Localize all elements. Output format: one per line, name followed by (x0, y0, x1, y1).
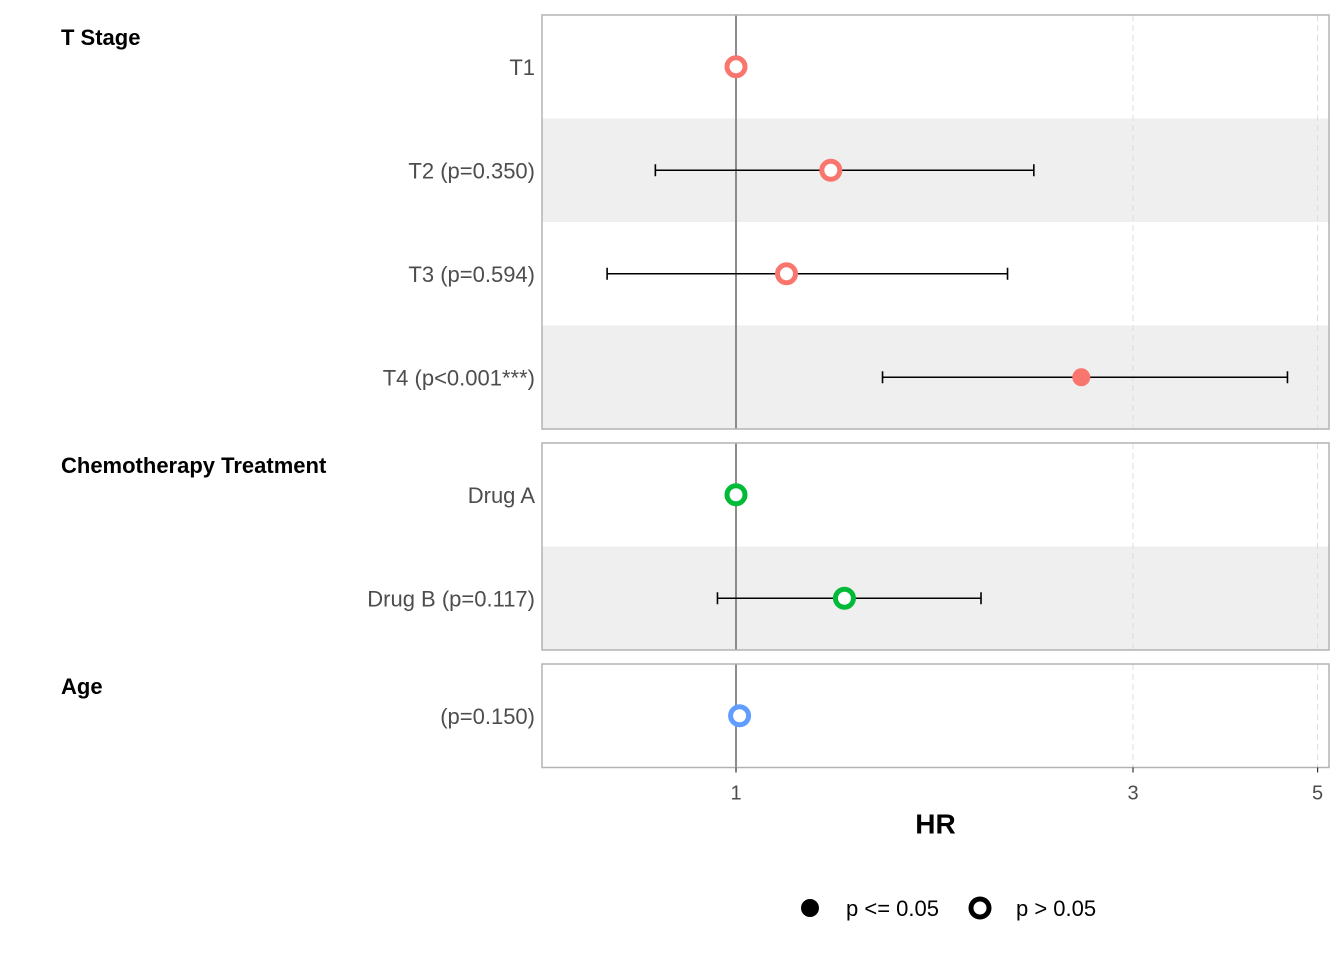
point-estimate (724, 55, 748, 79)
point-estimate (1072, 368, 1091, 387)
group-title: Age (61, 674, 103, 699)
row-label: (p=0.150) (440, 704, 535, 729)
group-title: Chemotherapy Treatment (61, 453, 327, 478)
group-title: T Stage (61, 25, 140, 50)
row-label: T1 (509, 55, 535, 80)
panel-border (541, 442, 1330, 651)
x-axis-title: HR (915, 809, 955, 840)
point-estimate (728, 704, 752, 728)
legend-item: p <= 0.05 (801, 896, 939, 921)
point-estimate (724, 483, 748, 507)
panel-border (541, 663, 1330, 769)
x-tick-label: 5 (1312, 783, 1323, 805)
x-tick-label: 1 (730, 783, 741, 805)
row-label: Drug B (p=0.117) (367, 586, 535, 611)
point-estimate (819, 158, 843, 182)
forest-panels: T Stage T1 T2 (p=0.350) T3 (p=0.594) T4 (p<0… (61, 14, 1330, 769)
panel-background (542, 664, 1329, 768)
row-label: T4 (p<0.001***) (383, 365, 535, 390)
legend-item: p > 0.05 (968, 896, 1096, 921)
row-label: T3 (p=0.594) (408, 262, 535, 287)
panel-0: T Stage T1 T2 (p=0.350) T3 (p=0.594) T4 (p<0… (61, 14, 1330, 430)
x-axis: 1 3 5 (730, 767, 1323, 805)
panel-border (541, 14, 1330, 430)
point-estimate (832, 586, 856, 610)
x-tick-label: 3 (1127, 783, 1138, 805)
legend-key-filled (801, 899, 819, 917)
legend-label: p > 0.05 (1016, 896, 1096, 921)
panel-2: Age (p=0.150) (61, 663, 1330, 769)
legend: p <= 0.05 p > 0.05 (801, 896, 1096, 921)
legend-label: p <= 0.05 (846, 896, 939, 921)
row-label: T2 (p=0.350) (408, 158, 535, 183)
panel-1: Chemotherapy Treatment Drug A Drug B (p=0.… (61, 442, 1330, 651)
legend-key-hollow (968, 896, 992, 920)
row-label: Drug A (468, 483, 536, 508)
point-estimate (775, 262, 799, 286)
